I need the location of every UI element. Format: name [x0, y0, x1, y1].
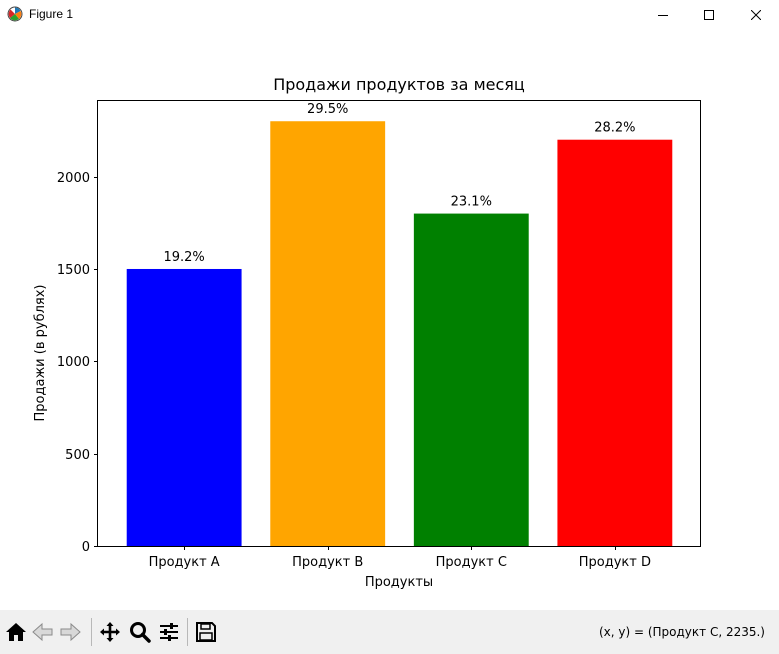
bar-data-label: 28.2%: [594, 121, 635, 136]
pan-button[interactable]: [98, 620, 122, 644]
maximize-icon: [704, 10, 714, 20]
figure-canvas[interactable]: Продажи продуктов за месяц Продажи (в ру…: [0, 30, 779, 610]
bar: [557, 139, 673, 546]
y-tick-label: 500: [65, 448, 90, 463]
x-tick-label: Продукт D: [579, 555, 651, 570]
navigation-toolbar: (x, y) = (Продукт C, 2235.): [0, 610, 779, 654]
bar-chart: Продажи продуктов за месяц Продажи (в ру…: [33, 75, 701, 590]
minimize-button[interactable]: [640, 0, 686, 30]
bar-data-label: 23.1%: [451, 195, 492, 210]
home-button[interactable]: [4, 620, 28, 644]
x-tick-label: Продукт B: [292, 555, 363, 570]
forward-button[interactable]: [58, 620, 82, 644]
toolbar-separator: [91, 618, 92, 646]
y-tick-label: 2000: [57, 171, 90, 186]
pan-icon: [100, 622, 120, 642]
minimize-icon: [658, 15, 668, 16]
configure-subplots-button[interactable]: [157, 620, 181, 644]
back-button[interactable]: [31, 620, 55, 644]
y-axis-label: Продажи (в рублях): [33, 285, 48, 422]
x-axis-label: Продукты: [365, 575, 433, 590]
y-tick-label: 1000: [57, 355, 90, 370]
x-axis: Продукт A Продукт B Продукт C Продукт D: [149, 546, 651, 570]
back-icon: [32, 622, 53, 642]
window-titlebar: Figure 1: [0, 0, 779, 30]
bar: [270, 121, 386, 546]
zoom-icon: [130, 622, 151, 643]
bar-data-label: 19.2%: [163, 250, 204, 265]
matplotlib-icon: [7, 6, 23, 22]
y-axis: 0 500 1000 1500 2000: [57, 171, 98, 555]
x-tick-label: Продукт A: [149, 555, 220, 570]
axes-frame: [97, 100, 701, 547]
maximize-button[interactable]: [686, 0, 732, 30]
cursor-coordinates: (x, y) = (Продукт C, 2235.): [598, 625, 765, 639]
zoom-button[interactable]: [128, 620, 152, 644]
bar-data-label: 29.5%: [307, 102, 348, 117]
toolbar-separator: [187, 618, 188, 646]
bar: [126, 268, 242, 546]
close-button[interactable]: [733, 0, 779, 30]
save-icon: [196, 622, 216, 642]
bar: [413, 213, 529, 546]
close-icon: [751, 10, 761, 20]
y-tick-label: 1500: [57, 263, 90, 278]
chart-title: Продажи продуктов за месяц: [273, 75, 525, 94]
save-button[interactable]: [194, 620, 218, 644]
x-tick-label: Продукт C: [436, 555, 507, 570]
window-title: Figure 1: [29, 7, 74, 21]
configure-subplots-icon: [160, 623, 178, 641]
home-icon: [6, 623, 26, 641]
y-tick-label: 0: [82, 540, 90, 555]
forward-icon: [60, 622, 81, 642]
bars-group: 19.2% 29.5% 23.1% 28.2%: [126, 102, 673, 546]
